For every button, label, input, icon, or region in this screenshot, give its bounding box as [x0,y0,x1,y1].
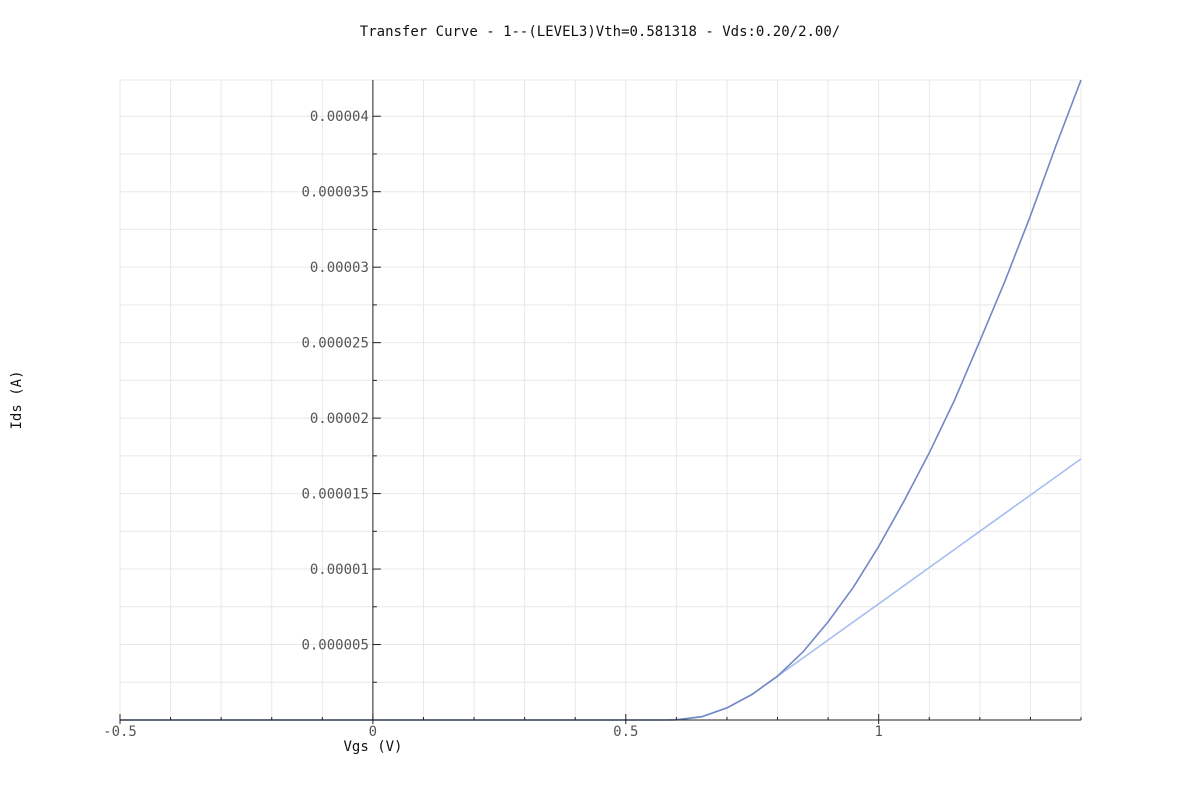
x-tick-label: 0 [369,724,377,740]
y-tick-label: 0.000025 [301,336,368,352]
x-axis-label: Vgs (V) [343,739,402,755]
x-tick-label: 0.5 [613,724,638,740]
y-tick-label: 0.00001 [310,562,369,578]
chart-title: Transfer Curve - 1--(LEVEL3)Vth=0.581318… [360,24,840,40]
y-tick-label: 0.000035 [301,185,368,201]
axes [119,80,1082,724]
grid [119,79,1082,720]
tick-labels: -0.5 0 0.5 1 0.000005 0.00001 0.000015 0.00002 0… [103,109,883,740]
y-tick-label: 0.00003 [310,260,369,276]
x-tick-label: 1 [874,724,882,740]
y-tick-label: 0.00004 [310,109,369,125]
series-line-2 [120,79,1082,721]
y-tick-label: 0.000015 [301,487,368,503]
y-axis-label: Ids (A) [9,370,25,429]
series-line-1 [120,458,1082,721]
y-tick-label: 0.000005 [301,638,368,654]
y-tick-label: 0.00002 [310,411,369,427]
series-group [120,79,1082,721]
x-tick-label: -0.5 [103,724,137,740]
